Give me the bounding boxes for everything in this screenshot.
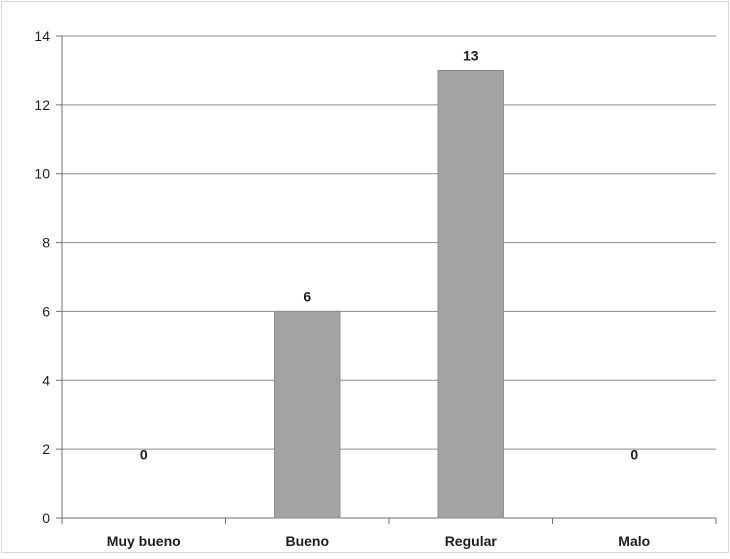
data-label: 13 — [463, 47, 479, 63]
x-category-label: Malo — [618, 533, 650, 549]
bar-bueno — [274, 310, 341, 519]
data-label: 0 — [630, 446, 638, 462]
bar-regular — [437, 69, 504, 519]
axes — [56, 35, 717, 524]
y-tick-label: 4 — [42, 372, 50, 388]
x-category-label: Bueno — [285, 533, 329, 549]
labels: 0 2 4 6 8 10 12 14 0 Muy bueno 6 Bueno 13 Regular 0 Mal… — [34, 28, 650, 549]
y-tick-label: 8 — [42, 235, 50, 251]
y-tick-label: 0 — [42, 510, 50, 526]
y-tick-label: 2 — [42, 441, 50, 457]
x-category-label: Muy bueno — [107, 533, 181, 549]
y-tick-label: 6 — [42, 303, 50, 319]
y-tick-label: 12 — [34, 97, 50, 113]
y-tick-label: 14 — [34, 28, 50, 44]
data-label: 6 — [303, 288, 311, 304]
data-label: 0 — [140, 446, 148, 462]
bars — [274, 69, 504, 519]
y-tick-label: 10 — [34, 166, 50, 182]
x-category-label: Regular — [445, 533, 498, 549]
gridlines — [62, 35, 716, 450]
